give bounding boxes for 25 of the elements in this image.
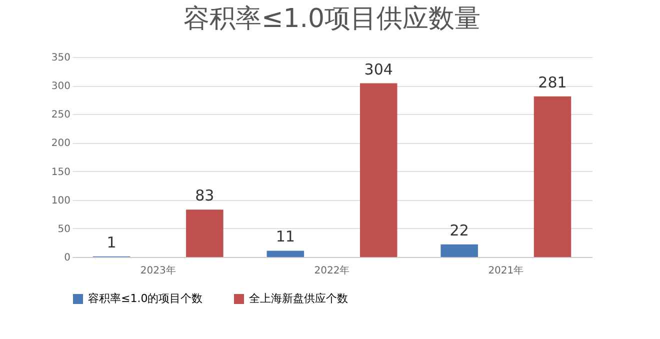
y-tick-label: 150 [51, 166, 70, 178]
y-tick-label: 300 [51, 81, 70, 92]
data-label: 304 [364, 60, 393, 78]
data-label: 83 [195, 186, 214, 205]
x-tick-label: 2022年 [314, 264, 350, 276]
bar [186, 210, 224, 257]
bar [534, 96, 572, 257]
legend-label: 全上海新盘供应个数 [249, 292, 348, 305]
x-tick-label: 2021年 [488, 264, 524, 276]
y-tick-label: 200 [51, 138, 70, 150]
y-tick-label: 0 [64, 252, 70, 264]
y-tick-label: 100 [51, 195, 70, 206]
y-tick-label: 350 [51, 52, 70, 64]
bar [440, 244, 478, 257]
data-label: 22 [450, 221, 469, 240]
chart-title: 容积率≤1.0项目供应数量 [183, 4, 481, 34]
data-label: 11 [276, 228, 295, 246]
y-tick-label: 50 [58, 224, 70, 235]
y-tick-label: 250 [51, 110, 70, 121]
x-tick-label: 2023年 [140, 264, 176, 276]
legend-label: 容积率≤1.0的项目个数 [88, 292, 203, 305]
bar [266, 250, 304, 257]
bar [360, 83, 398, 257]
data-label: 1 [106, 233, 116, 252]
data-label: 281 [538, 73, 567, 92]
